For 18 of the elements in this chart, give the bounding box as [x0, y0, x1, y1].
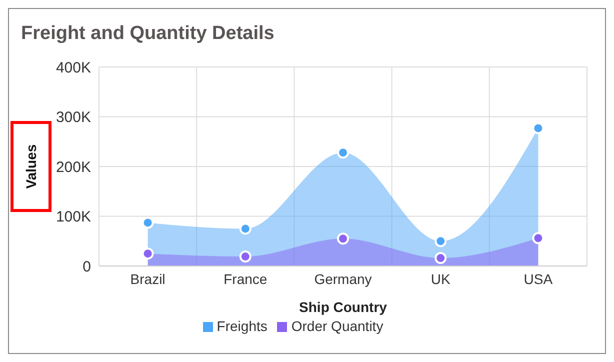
- point: [239, 250, 252, 263]
- legend-label: Order Quantity: [291, 318, 384, 334]
- x-tick-label: UK: [430, 270, 451, 287]
- y-tick-label: 200K: [56, 158, 91, 176]
- x-axis-title: Ship Country: [299, 299, 388, 315]
- y-tick-label: 0: [82, 258, 91, 276]
- y-tick-label: 400K: [56, 59, 91, 76]
- y-axis-title: Values: [23, 144, 39, 189]
- x-tick-label: USA: [524, 270, 554, 287]
- chart-title: Freight and Quantity Details: [21, 23, 274, 45]
- point: [434, 252, 447, 264]
- x-tick-label: France: [224, 270, 268, 287]
- point: [337, 232, 349, 245]
- x-tick-label: Germany: [314, 270, 372, 287]
- x-tick-label: Brazil: [130, 270, 166, 287]
- y-tick-label: 100K: [56, 208, 91, 226]
- y-tick-label: 300K: [56, 109, 91, 126]
- legend-label: Freights: [216, 318, 268, 334]
